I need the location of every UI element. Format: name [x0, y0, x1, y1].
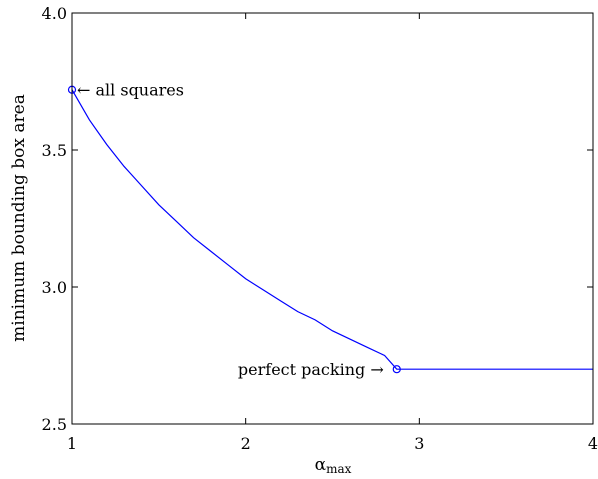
y-tick-label-2: 3.5 — [42, 141, 67, 160]
x-tick-label-3: 4 — [588, 434, 598, 453]
ticks: 1 2 3 4 2.5 3.0 3.5 4.0 — [42, 4, 598, 453]
y-tick-label-0: 2.5 — [42, 415, 67, 434]
y-axis-label: minimum bounding box area — [9, 94, 29, 342]
x-tick-label-0: 1 — [67, 434, 77, 453]
x-tick-label-1: 2 — [241, 434, 251, 453]
annotation-text-0: ← all squares — [77, 81, 184, 100]
y-tick-label-3: 4.0 — [42, 4, 67, 23]
series-line-0 — [72, 90, 593, 369]
y-tick-label-1: 3.0 — [42, 278, 67, 297]
x-tick-label-2: 3 — [414, 434, 424, 453]
x-axis-label: αmax — [315, 455, 352, 476]
x-axis-label-subscript: max — [326, 462, 352, 476]
plot-area: ← all squares perfect packing → — [69, 13, 594, 424]
annotation-text-1: perfect packing → — [238, 360, 384, 379]
x-axis-label-main: α — [315, 455, 327, 475]
